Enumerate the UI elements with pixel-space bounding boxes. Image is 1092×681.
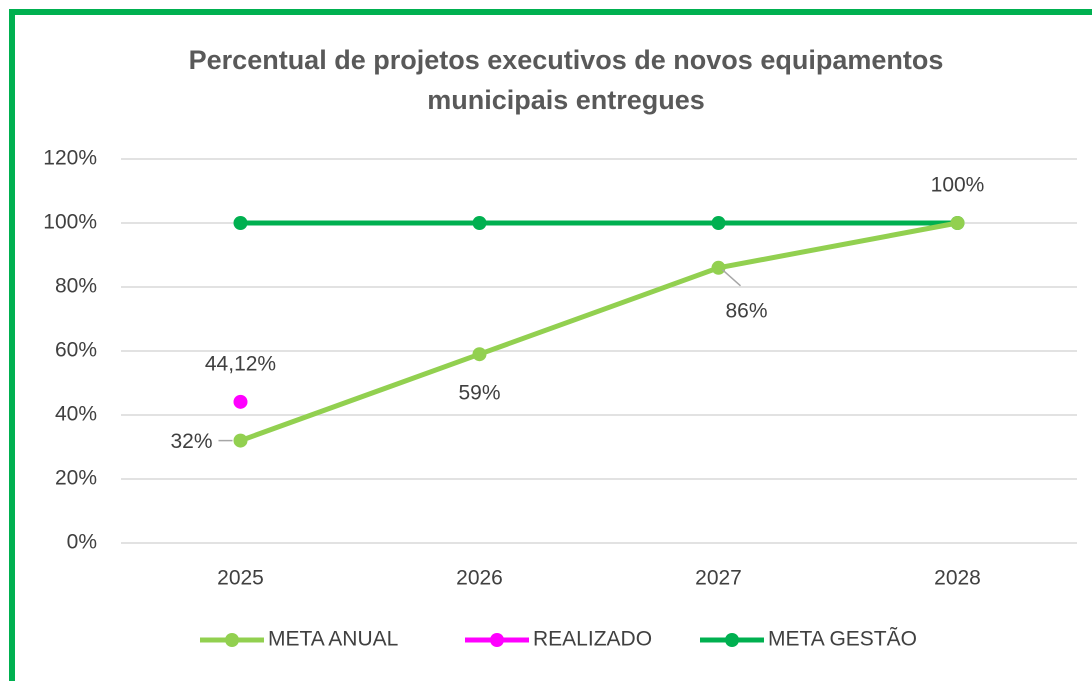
legend-label: META GESTÃO bbox=[768, 627, 917, 651]
y-tick-label: 80% bbox=[55, 275, 97, 298]
marker bbox=[711, 260, 726, 275]
leader-line bbox=[722, 269, 741, 287]
y-tick-label: 40% bbox=[55, 403, 97, 426]
y-tick-label: 100% bbox=[43, 211, 97, 234]
data-label: 100% bbox=[931, 174, 985, 197]
marker bbox=[233, 216, 248, 230]
x-tick-label: 2028 bbox=[934, 567, 981, 590]
marker bbox=[233, 394, 248, 409]
legend-marker bbox=[225, 633, 239, 647]
legend-marker bbox=[725, 633, 739, 647]
y-tick-label: 120% bbox=[43, 147, 97, 170]
y-tick-label: 60% bbox=[55, 339, 97, 362]
data-label: 32% bbox=[170, 430, 212, 453]
marker bbox=[472, 347, 487, 362]
y-tick-label: 0% bbox=[67, 531, 97, 554]
x-tick-label: 2026 bbox=[456, 567, 503, 590]
data-label: 86% bbox=[725, 299, 767, 322]
marker bbox=[950, 216, 965, 230]
legend-label: REALIZADO bbox=[533, 628, 652, 651]
data-label: 59% bbox=[458, 382, 500, 405]
marker bbox=[711, 216, 726, 230]
marker bbox=[233, 433, 248, 448]
chart-title: Percentual de projetos executivos de nov… bbox=[188, 45, 944, 115]
data-label: 44,12% bbox=[205, 352, 276, 375]
y-tick-label: 20% bbox=[55, 467, 97, 490]
marker bbox=[472, 216, 487, 230]
frame bbox=[9, 9, 1092, 681]
legend-label: META ANUAL bbox=[268, 628, 398, 651]
series-line bbox=[239, 220, 958, 443]
legend-marker bbox=[490, 633, 504, 647]
x-tick-label: 2027 bbox=[695, 567, 742, 590]
x-tick-label: 2025 bbox=[217, 567, 264, 590]
